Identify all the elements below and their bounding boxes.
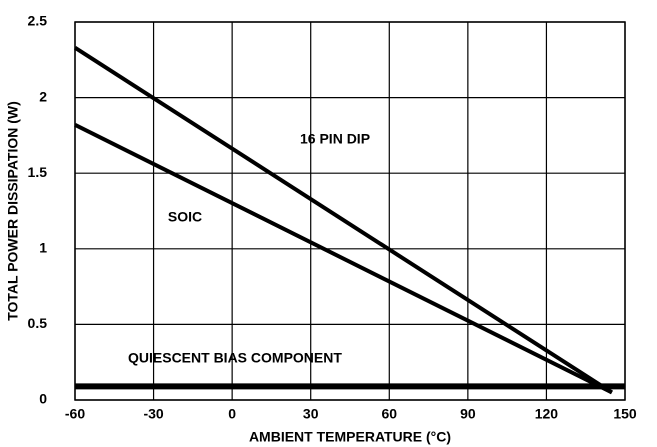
- x-tick-label: 60: [381, 406, 397, 422]
- x-tick-label: 150: [613, 406, 637, 422]
- y-tick-label: 2: [39, 88, 47, 104]
- y-tick-label: 1: [39, 240, 47, 256]
- y-tick-label: 1.5: [28, 164, 48, 180]
- series-line: [73, 46, 613, 395]
- x-tick-label: 120: [535, 406, 559, 422]
- series-label: SOIC: [168, 209, 202, 225]
- x-tick-label: -30: [143, 406, 163, 422]
- y-tick-label: 0: [39, 391, 47, 407]
- x-tick-label: 0: [228, 406, 236, 422]
- y-axis-label: TOTAL POWER DISSIPATION (W): [5, 101, 21, 321]
- plot-frame: [74, 21, 626, 401]
- series-line: [74, 123, 613, 395]
- x-tick-label: -60: [65, 406, 85, 422]
- x-tick-label: 90: [460, 406, 476, 422]
- x-tick-label: 30: [303, 406, 319, 422]
- y-tick-label: 2.5: [28, 13, 48, 29]
- series-label: 16 PIN DIP: [300, 131, 370, 147]
- y-tick-label: 0.5: [28, 315, 48, 331]
- series-label: QUIESCENT BIAS COMPONENT: [128, 350, 342, 366]
- x-axis-label: AMBIENT TEMPERATURE (°C): [249, 429, 451, 445]
